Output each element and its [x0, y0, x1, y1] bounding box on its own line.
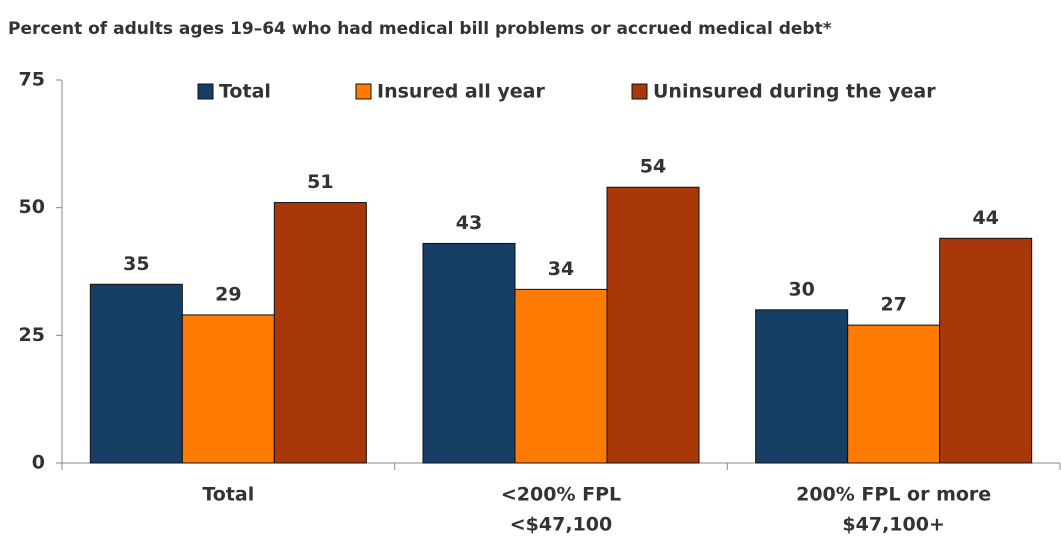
- x-tick-label: <200% FPL: [501, 484, 621, 506]
- bar: [606, 186, 700, 464]
- x-tick-label: 200% FPL or more: [796, 484, 991, 506]
- legend-swatch: [631, 83, 648, 100]
- value-label: 43: [456, 212, 482, 234]
- value-label: 51: [307, 171, 333, 193]
- value-label: 54: [640, 156, 666, 178]
- bar: [755, 309, 849, 464]
- bar: [273, 202, 367, 464]
- y-tick-label: 50: [19, 196, 45, 218]
- y-tick-label: 0: [32, 452, 45, 474]
- x-tick-label: <$47,100: [510, 514, 612, 536]
- bar: [514, 288, 608, 464]
- bar: [422, 242, 516, 464]
- legend-swatch: [197, 83, 214, 100]
- legend-label: Total: [219, 81, 271, 103]
- legend-label: Insured all year: [377, 81, 545, 103]
- bar: [939, 237, 1033, 464]
- chart-title: Percent of adults ages 19–64 who had med…: [8, 19, 832, 39]
- x-tick-label: Total: [202, 484, 254, 506]
- y-tick-label: 25: [19, 324, 45, 346]
- bar: [847, 324, 941, 464]
- value-label: 44: [972, 207, 998, 229]
- legend-label: Uninsured during the year: [653, 81, 936, 103]
- x-tick-label: $47,100+: [842, 514, 944, 536]
- y-tick-label: 75: [19, 69, 45, 91]
- bar: [181, 314, 275, 464]
- value-label: 35: [123, 253, 149, 275]
- value-label: 29: [215, 283, 241, 305]
- value-label: 27: [880, 294, 906, 316]
- value-label: 34: [548, 258, 574, 280]
- legend-swatch: [355, 83, 372, 100]
- bar: [89, 283, 183, 464]
- value-label: 30: [788, 278, 814, 300]
